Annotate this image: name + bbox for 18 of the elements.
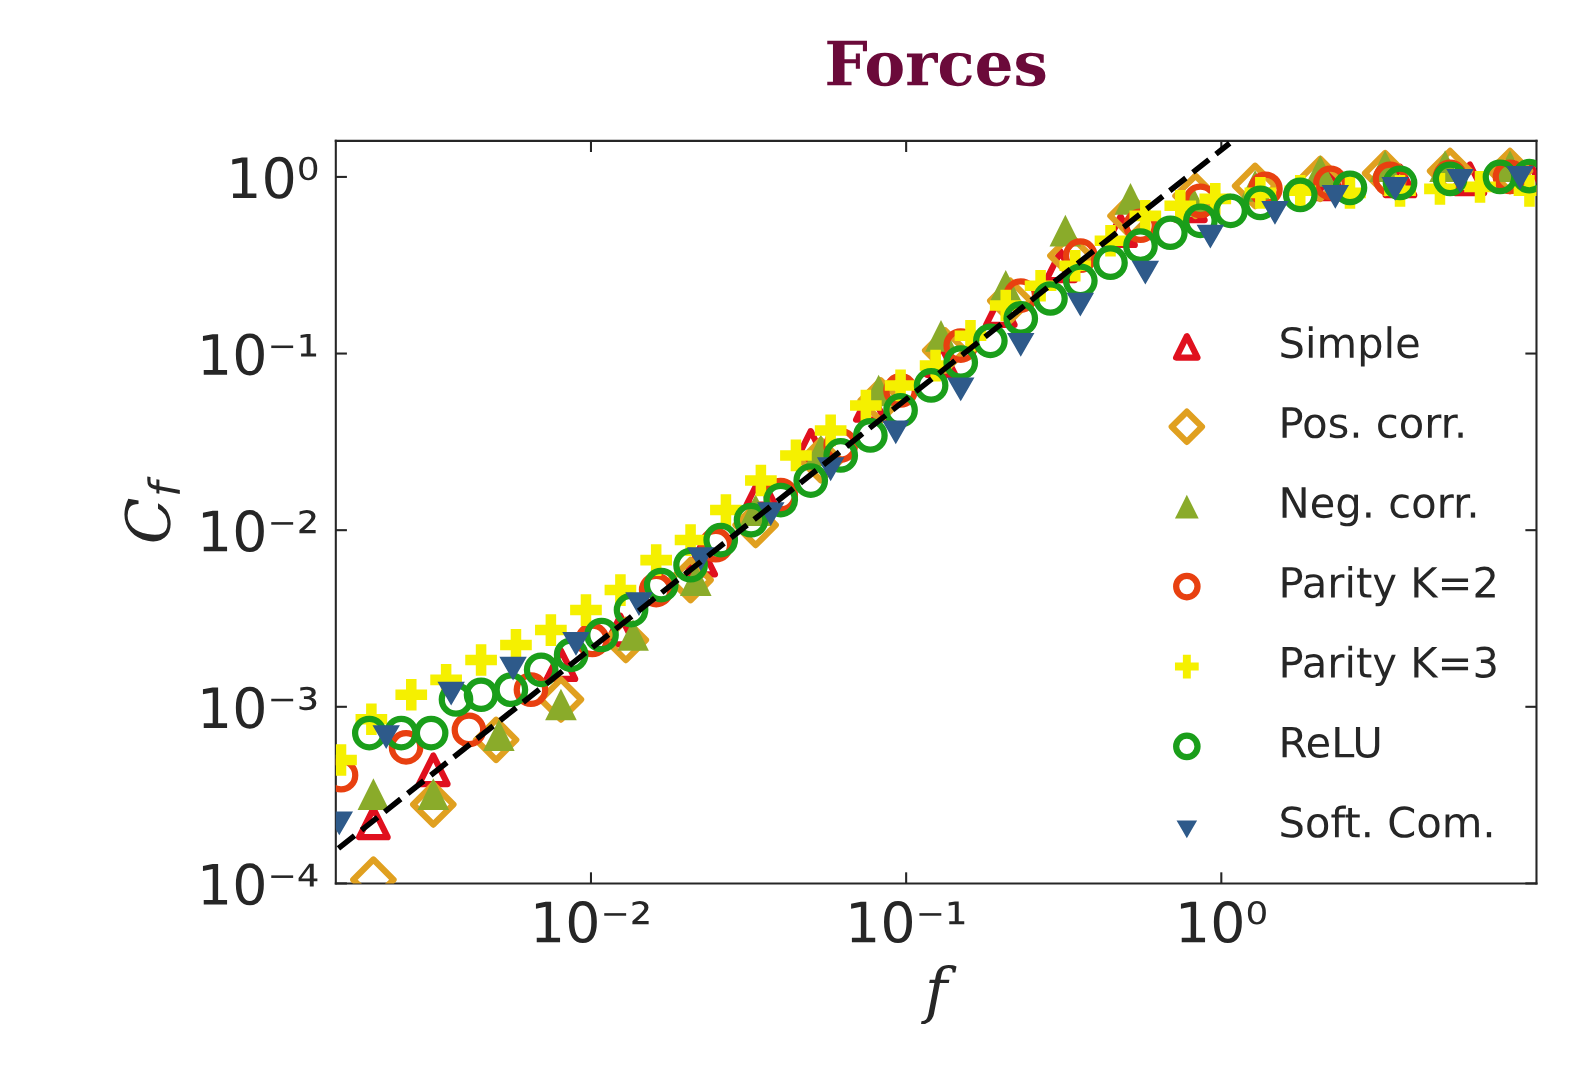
legend-label: Parity K=3	[1282, 645, 1496, 687]
legend-label: Soft. Com.	[1281, 805, 1492, 838]
legend-label: Simple	[1281, 326, 1419, 367]
chart-title: Forces	[827, 40, 1046, 87]
x-axis-title: f	[921, 964, 957, 1025]
y-tick-label: 10⁻²	[202, 510, 316, 553]
legend-label: Pos. corr.	[1282, 407, 1463, 439]
y-axis-title: C$_{f}$	[124, 476, 180, 542]
legend-label: Neg. corr.	[1282, 487, 1476, 527]
legend-label: Parity K=2	[1282, 565, 1495, 607]
y-tick-label: 10⁰	[232, 156, 318, 199]
y-tick-label: 10⁻¹	[202, 333, 317, 376]
x-tick-label: 10⁻¹	[851, 901, 965, 944]
x-tick-label: 10⁰	[1180, 901, 1266, 944]
x-tick-label: 10⁻²	[535, 901, 649, 944]
y-tick-label: 10⁻³	[202, 686, 317, 729]
legend-label: ReLU	[1282, 726, 1380, 758]
y-tick-label: 10⁻⁴	[202, 863, 318, 906]
